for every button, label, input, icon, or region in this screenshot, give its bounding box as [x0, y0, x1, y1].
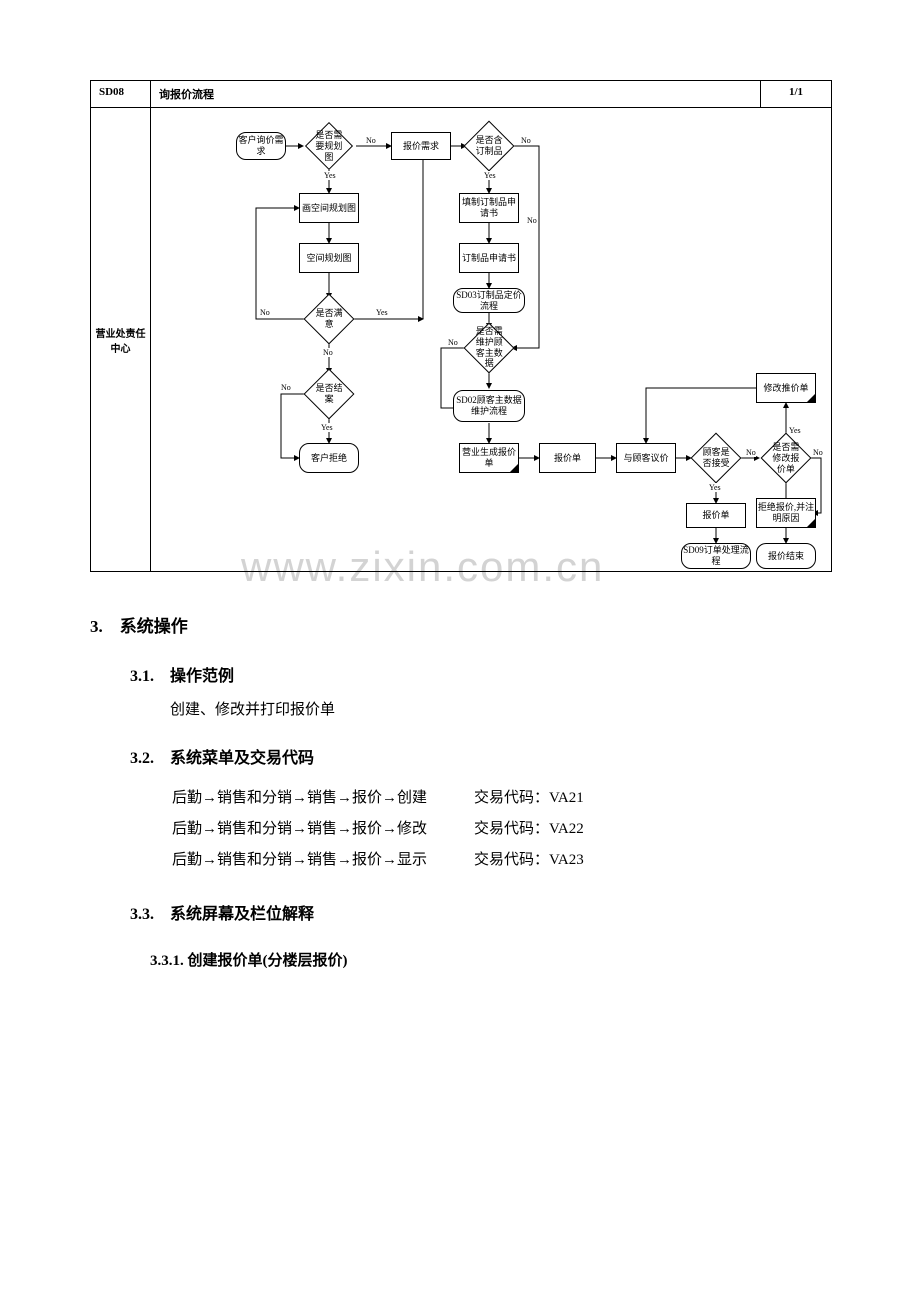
flowchart-canvas: 客户询价需求 是否需要规划图 报价需求 是否含订制品 画空间规划图 空间规划图 … — [151, 108, 831, 572]
label-no: No — [366, 136, 376, 145]
node-draw-plan: 画空间规划图 — [299, 193, 359, 223]
table-row: 后勤→销售和分销→销售→报价→创建 交易代码：VA21 — [172, 782, 584, 811]
node-has-custom: 是否含订制品 — [464, 121, 515, 172]
heading-3: 3. 系统操作 — [90, 612, 830, 637]
table-row: 后勤→销售和分销→销售→报价→显示 交易代码：VA23 — [172, 844, 584, 873]
node-need-master: 是否需维护顾客主数据 — [464, 323, 515, 374]
heading-3-3: 3.3. 系统屏幕及栏位解释 — [130, 900, 830, 924]
flowchart-code: SD08 — [91, 81, 151, 107]
node-negotiate: 与顾客议价 — [616, 443, 676, 473]
label-yes: Yes — [376, 308, 388, 317]
label-yes: Yes — [709, 483, 721, 492]
label-no: No — [527, 216, 537, 225]
node-customer-inquiry: 客户询价需求 — [236, 132, 286, 160]
label-no: No — [281, 383, 291, 392]
node-plan-doc: 空间规划图 — [299, 243, 359, 273]
node-sd02: SD02顾客主数据维护流程 — [453, 390, 525, 422]
heading-3-3-1: 3.3.1. 创建报价单(分楼层报价) — [150, 949, 830, 970]
node-accept: 顾客是否接受 — [691, 433, 742, 484]
label-no: No — [323, 348, 333, 357]
node-sd09: SD09订单处理流程 — [681, 543, 751, 569]
node-customer-reject: 客户拒绝 — [299, 443, 359, 473]
node-quote-doc: 报价单 — [539, 443, 596, 473]
node-need-modify: 是否需修改报价单 — [761, 433, 812, 484]
label-no: No — [448, 338, 458, 347]
node-need-plan: 是否需要规划图 — [305, 122, 353, 170]
lane-label: 营业处责任中心 — [91, 108, 151, 572]
label-yes: Yes — [789, 426, 801, 435]
node-fill-custom: 填制订制品申请书 — [459, 193, 519, 223]
node-quote-doc2: 报价单 — [686, 503, 746, 528]
label-no: No — [260, 308, 270, 317]
label-yes: Yes — [484, 171, 496, 180]
node-quote-need: 报价需求 — [391, 132, 451, 160]
label-no: No — [521, 136, 531, 145]
label-yes: Yes — [321, 423, 333, 432]
heading-3-2: 3.2. 系统菜单及交易代码 — [130, 744, 830, 768]
table-row: 后勤→销售和分销→销售→报价→修改 交易代码：VA22 — [172, 813, 584, 842]
node-custom-doc: 订制品申请书 — [459, 243, 519, 273]
heading-3-1: 3.1. 操作范例 — [130, 662, 830, 686]
menu-code: 交易代码：VA21 — [474, 782, 584, 811]
node-sd03: SD03订制品定价流程 — [453, 288, 525, 313]
node-gen-quote: 营业生成报价单 — [459, 443, 519, 473]
flowchart-title: 询报价流程 — [151, 81, 761, 107]
flowchart-container: SD08 询报价流程 1/1 营业处责任中心 — [90, 80, 832, 572]
node-modify-quote: 修改推价单 — [756, 373, 816, 403]
flowchart-header: SD08 询报价流程 1/1 — [91, 81, 831, 108]
menu-code: 交易代码：VA23 — [474, 844, 584, 873]
menu-table: 后勤→销售和分销→销售→报价→创建 交易代码：VA21 后勤→销售和分销→销售→… — [170, 780, 586, 875]
menu-path: 后勤→销售和分销→销售→报价→创建 — [172, 782, 472, 811]
flowchart-body: 营业处责任中心 — [91, 108, 831, 572]
label-no: No — [746, 448, 756, 457]
menu-path: 后勤→销售和分销→销售→报价→显示 — [172, 844, 472, 873]
label-yes: Yes — [324, 171, 336, 180]
label-no: No — [813, 448, 823, 457]
flowchart-page: 1/1 — [761, 81, 831, 107]
menu-code: 交易代码：VA22 — [474, 813, 584, 842]
node-close-case: 是否结案 — [304, 369, 355, 420]
node-satisfied: 是否满意 — [304, 294, 355, 345]
node-reject-quote: 拒绝报价,并注明原因 — [756, 498, 816, 528]
menu-path: 后勤→销售和分销→销售→报价→修改 — [172, 813, 472, 842]
node-quote-end: 报价结束 — [756, 543, 816, 569]
text-3-1-body: 创建、修改并打印报价单 — [170, 698, 830, 719]
